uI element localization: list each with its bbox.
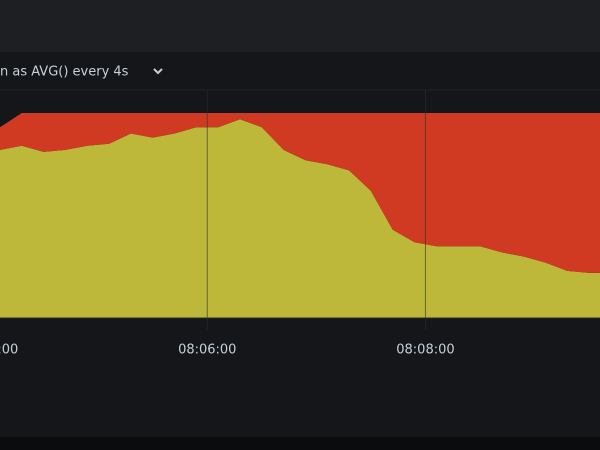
x-tick-label: 08:04:00 (0, 343, 18, 358)
plot: 08:04:00 08:06:00 08:08:00 (0, 90, 600, 358)
x-tick-label: 08:08:00 (396, 343, 454, 358)
area (0, 119, 600, 318)
bottom-bar (0, 437, 600, 450)
area (0, 113, 600, 273)
x-tick-label: 08:06:00 (178, 343, 236, 358)
dropdown-chevron[interactable] (153, 68, 163, 75)
top-bar (0, 0, 600, 52)
query-text[interactable]: n as AVG() every 4s (0, 65, 129, 80)
